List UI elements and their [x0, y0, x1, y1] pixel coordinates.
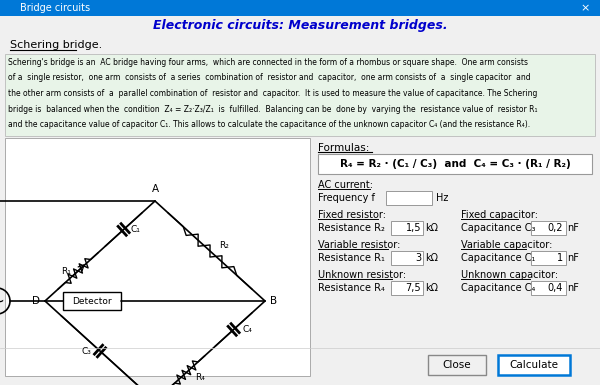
Text: Fixed capacitor:: Fixed capacitor: — [461, 210, 538, 220]
Text: R₄: R₄ — [196, 373, 205, 382]
FancyBboxPatch shape — [428, 355, 486, 375]
Text: Hz: Hz — [436, 193, 448, 203]
Text: 3: 3 — [415, 253, 421, 263]
Text: C₄: C₄ — [243, 325, 253, 334]
Text: Unknown resistor:: Unknown resistor: — [318, 270, 406, 280]
Text: Electronic circuits: Measurement bridges.: Electronic circuits: Measurement bridges… — [152, 20, 448, 32]
Text: Fixed resistor:: Fixed resistor: — [318, 210, 386, 220]
Text: Formulas:: Formulas: — [318, 143, 370, 153]
Text: Schering bridge.: Schering bridge. — [10, 40, 102, 50]
FancyBboxPatch shape — [391, 251, 423, 265]
Text: Detector: Detector — [72, 296, 112, 306]
Text: Frequency f: Frequency f — [318, 193, 375, 203]
Text: ~: ~ — [0, 293, 4, 311]
Text: Resistance R₄: Resistance R₄ — [318, 283, 385, 293]
Text: R₁: R₁ — [61, 266, 71, 276]
FancyBboxPatch shape — [531, 221, 566, 235]
FancyBboxPatch shape — [391, 281, 423, 295]
Text: 0,4: 0,4 — [548, 283, 563, 293]
Text: R₂: R₂ — [219, 241, 229, 251]
Text: bridge is  balanced when the  condition  Z₄ = Z₂·Z₃/Z₁  is  fulfilled.  Balancin: bridge is balanced when the condition Z₄… — [8, 104, 538, 114]
Text: Capacitance C₄: Capacitance C₄ — [461, 283, 535, 293]
FancyBboxPatch shape — [391, 221, 423, 235]
FancyBboxPatch shape — [318, 154, 592, 174]
Text: ×: × — [581, 3, 590, 13]
Text: Capacitance C₁: Capacitance C₁ — [461, 253, 535, 263]
Text: Unknown capacitor:: Unknown capacitor: — [461, 270, 558, 280]
Text: A: A — [151, 184, 158, 194]
Text: Calculate: Calculate — [509, 360, 559, 370]
Text: kΩ: kΩ — [425, 283, 438, 293]
FancyBboxPatch shape — [531, 251, 566, 265]
Text: Resistance R₁: Resistance R₁ — [318, 253, 385, 263]
Text: 1,5: 1,5 — [406, 223, 421, 233]
Text: Close: Close — [443, 360, 472, 370]
FancyBboxPatch shape — [498, 355, 570, 375]
FancyBboxPatch shape — [5, 138, 310, 376]
Text: 0,2: 0,2 — [548, 223, 563, 233]
Text: Capacitance C₃: Capacitance C₃ — [461, 223, 536, 233]
Text: of a  single resistor,  one arm  consists of  a series  combination of  resistor: of a single resistor, one arm consists o… — [8, 74, 530, 82]
Text: Bridge circuits: Bridge circuits — [20, 3, 90, 13]
Text: R₄ = R₂ · (C₁ / C₃)  and  C₄ = C₃ · (R₁ / R₂): R₄ = R₂ · (C₁ / C₃) and C₄ = C₃ · (R₁ / … — [340, 159, 571, 169]
Text: Variable resistor:: Variable resistor: — [318, 240, 400, 250]
Text: kΩ: kΩ — [425, 223, 438, 233]
Text: the other arm consists of  a  parallel combination of  resistor and  capacitor. : the other arm consists of a parallel com… — [8, 89, 538, 98]
Text: C₃: C₃ — [81, 346, 91, 355]
FancyBboxPatch shape — [5, 54, 595, 136]
Text: 7,5: 7,5 — [406, 283, 421, 293]
FancyBboxPatch shape — [0, 0, 600, 16]
Text: Resistance R₂: Resistance R₂ — [318, 223, 385, 233]
FancyBboxPatch shape — [63, 292, 121, 310]
Text: nF: nF — [567, 253, 579, 263]
Text: nF: nF — [567, 283, 579, 293]
Text: nF: nF — [567, 223, 579, 233]
Text: AC current:: AC current: — [318, 180, 373, 190]
Text: D: D — [32, 296, 40, 306]
Text: Variable capacitor:: Variable capacitor: — [461, 240, 553, 250]
Text: and the capacitance value of capacitor C₁. This allows to calculate the capacita: and the capacitance value of capacitor C… — [8, 120, 530, 129]
Text: kΩ: kΩ — [425, 253, 438, 263]
Text: B: B — [270, 296, 277, 306]
FancyBboxPatch shape — [531, 281, 566, 295]
Text: 1: 1 — [557, 253, 563, 263]
Text: Schering's bridge is an  AC bridge having four arms,  which are connected in the: Schering's bridge is an AC bridge having… — [8, 58, 528, 67]
FancyBboxPatch shape — [386, 191, 432, 205]
Text: C₁: C₁ — [131, 225, 140, 234]
